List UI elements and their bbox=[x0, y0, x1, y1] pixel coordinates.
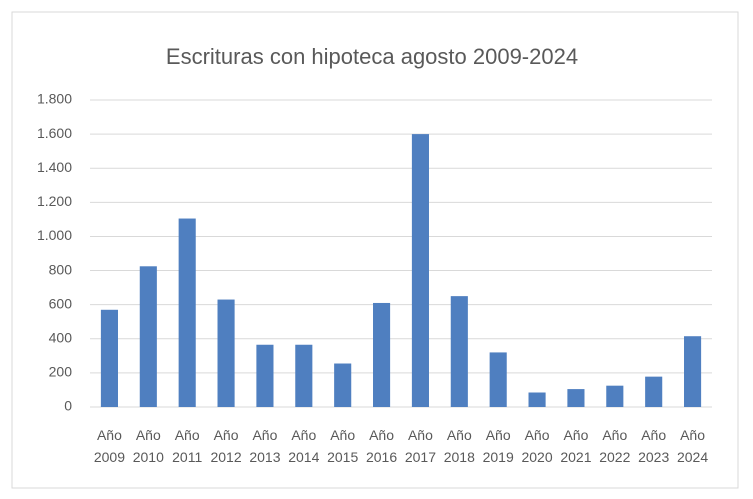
y-tick-label: 0 bbox=[64, 398, 72, 414]
bar bbox=[334, 363, 352, 407]
bar bbox=[645, 376, 663, 407]
x-tick-label: Año 2024 bbox=[676, 427, 709, 465]
bar bbox=[489, 352, 507, 407]
x-tick-label: Año 2022 bbox=[599, 427, 631, 465]
x-tick-label: Año 2014 bbox=[288, 427, 320, 465]
x-tick-label: Año 2010 bbox=[132, 427, 164, 465]
y-tick-label: 1.800 bbox=[37, 91, 72, 107]
y-tick-label: 1.400 bbox=[37, 159, 72, 175]
y-tick-label: 1.600 bbox=[37, 125, 72, 141]
x-tick-label: Año 2023 bbox=[638, 427, 670, 465]
y-tick-label: 200 bbox=[49, 364, 73, 380]
x-tick-label: Año 2020 bbox=[521, 427, 553, 465]
bar bbox=[217, 299, 235, 407]
bar bbox=[567, 389, 585, 407]
x-tick-label: Año 2017 bbox=[404, 427, 437, 465]
bar bbox=[373, 302, 391, 407]
bar bbox=[256, 344, 274, 407]
y-tick-label: 400 bbox=[49, 329, 73, 345]
bar bbox=[606, 385, 624, 407]
bar bbox=[528, 392, 546, 407]
x-tick-label: Año 2018 bbox=[443, 427, 475, 465]
y-tick-label: 1.200 bbox=[37, 193, 72, 209]
x-tick-label: Año 2016 bbox=[365, 427, 398, 465]
bar bbox=[139, 266, 157, 407]
bar bbox=[450, 296, 468, 407]
y-tick-label: 800 bbox=[49, 261, 73, 277]
chart-title: Escrituras con hipoteca agosto 2009-2024 bbox=[166, 44, 578, 69]
x-tick-label: Año 2015 bbox=[327, 427, 359, 465]
bar bbox=[684, 336, 702, 407]
y-tick-label: 1.000 bbox=[37, 227, 72, 243]
chart-border bbox=[11, 11, 739, 489]
x-tick-label: Año 2011 bbox=[172, 427, 203, 465]
x-tick-label: Año 2019 bbox=[482, 427, 514, 465]
y-tick-label: 600 bbox=[49, 295, 73, 311]
bar bbox=[295, 344, 313, 407]
x-tick-label: Año 2009 bbox=[93, 427, 126, 465]
bar bbox=[178, 218, 196, 407]
x-tick-label: Año 2013 bbox=[249, 427, 281, 465]
x-tick-label: Año 2021 bbox=[560, 427, 592, 465]
x-tick-label: Año 2012 bbox=[210, 427, 242, 465]
bar bbox=[100, 309, 118, 407]
bar bbox=[411, 134, 429, 407]
